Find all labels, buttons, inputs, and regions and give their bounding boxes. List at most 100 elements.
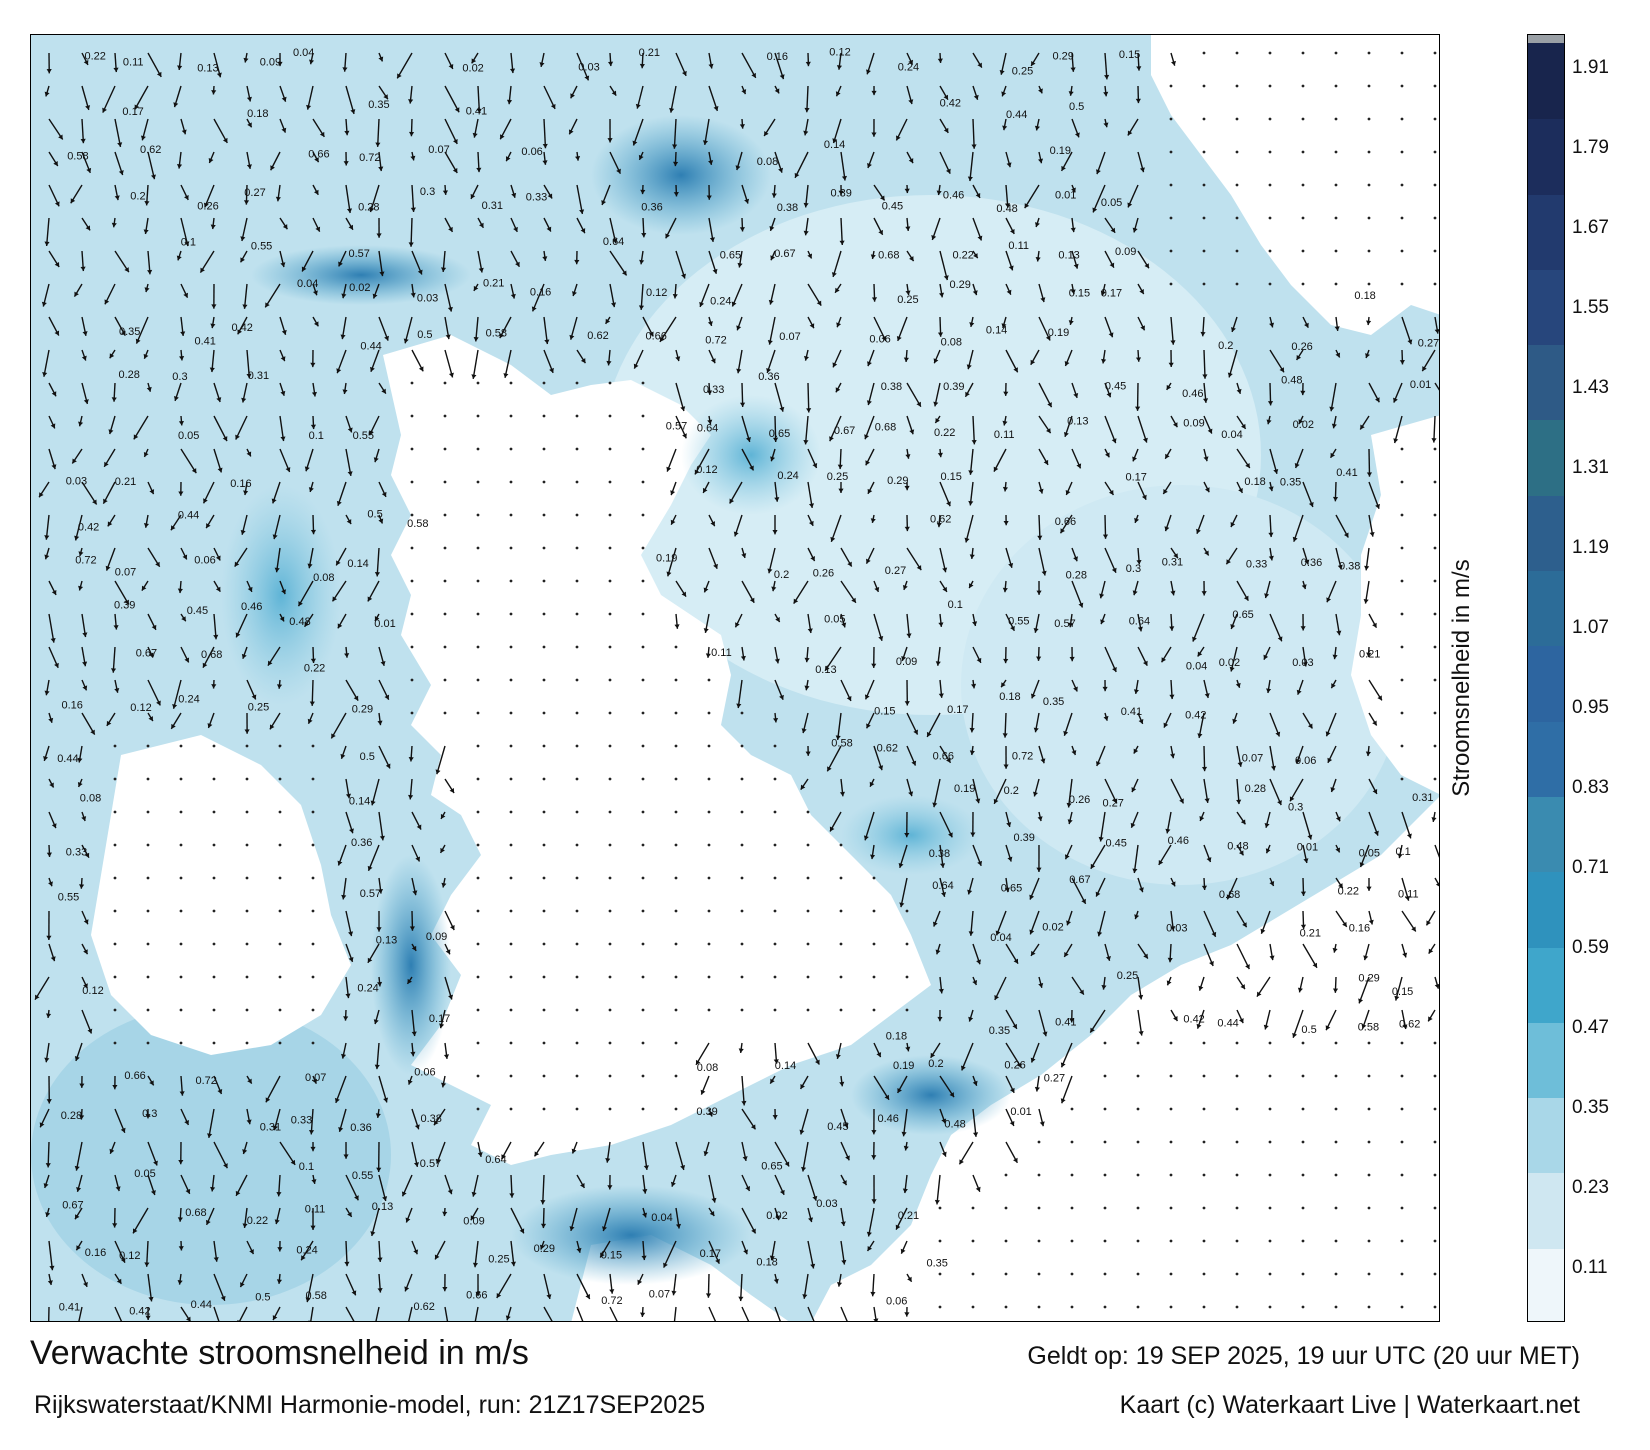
speed-value-label: 0.03 (66, 475, 87, 487)
land-grid-dot (1235, 1041, 1239, 1045)
land-grid-dot (146, 1041, 150, 1045)
current-vector-arrowhead (948, 832, 953, 838)
current-vector-arrowhead (1411, 926, 1416, 932)
current-vector-arrowhead (472, 132, 478, 138)
current-vector-arrowhead (1335, 352, 1341, 358)
current-vector-arrowhead (179, 1091, 185, 1096)
current-vector-arrowhead (105, 565, 111, 571)
current-vector-arrowhead (234, 561, 240, 567)
current-vector-arrowhead (943, 275, 949, 281)
current-vector-arrowhead (1070, 289, 1076, 295)
land-grid-dot (1169, 1107, 1173, 1111)
speed-value-label: 0.41 (195, 336, 216, 348)
speed-value-label: 0.02 (349, 282, 370, 294)
current-vector-arrowhead (1342, 921, 1347, 927)
current-vector-arrowhead (240, 236, 246, 242)
colorbar-band (1528, 1097, 1564, 1174)
current-vector-arrowhead (78, 585, 84, 591)
sea-mid-patch (31, 1005, 391, 1305)
land-grid-dot (311, 843, 315, 847)
speed-value-label: 0.29 (887, 475, 908, 487)
land-grid-dot (1433, 1206, 1437, 1210)
current-vector-arrow (1104, 415, 1117, 444)
land-grid-dot (1334, 1140, 1338, 1144)
current-vector-arrowhead (1332, 654, 1338, 660)
speed-value-label: 0.46 (878, 1113, 899, 1125)
current-vector-arrowhead (709, 1211, 715, 1217)
land-grid-dot (1400, 744, 1404, 748)
current-vector-arrowhead (1332, 496, 1339, 502)
current-vector-arrowhead (43, 755, 49, 761)
speed-value-label: 0.25 (1117, 970, 1138, 982)
land-grid-dot (509, 414, 513, 418)
current-vector-arrowhead (401, 1191, 407, 1197)
current-vector-arrowhead (411, 1031, 417, 1037)
current-vector-arrowhead (835, 91, 841, 97)
current-speed-map[interactable]: 0.22 0.11 0.13 0.09 0.04 0.02 0.03 0.21 0.16 0.12… (30, 34, 1440, 1322)
current-vector-arrowhead (1074, 132, 1080, 138)
land-grid-dot (1004, 1206, 1008, 1210)
current-vector-arrow (576, 1306, 584, 1321)
current-vector-arrowhead (111, 222, 117, 228)
land-grid-dot (146, 744, 150, 748)
current-vector-arrowhead (703, 628, 709, 633)
current-vector-arrowhead (242, 1223, 248, 1228)
colorbar-band (1528, 268, 1564, 346)
current-vector-arrowhead (682, 433, 687, 439)
current-vector-arrow (1038, 547, 1046, 576)
land-grid-dot (1202, 1239, 1206, 1243)
current-vector-arrowhead (54, 201, 60, 207)
land-grid-dot (1202, 1107, 1206, 1111)
current-vector-arrowhead (1240, 819, 1246, 825)
current-vector-arrowhead (1060, 1098, 1066, 1104)
current-vector-arrowhead (109, 1148, 115, 1154)
speed-value-label: 0.41 (1055, 1017, 1076, 1029)
speed-value-label: 0.48 (1227, 840, 1248, 852)
current-vector-arrow (411, 184, 415, 212)
current-vector-arrow (961, 1042, 974, 1071)
current-vector-arrow (972, 1108, 977, 1137)
current-vector-arrowhead (308, 1129, 315, 1135)
speed-value-label: 0.35 (368, 99, 389, 111)
current-vector-arrow (1192, 613, 1205, 642)
current-vector-arrow (774, 382, 784, 412)
current-vector-arrowhead (443, 1054, 450, 1059)
speed-value-label: 0.26 (1069, 794, 1090, 806)
current-vector-arrowhead (1277, 636, 1283, 642)
land-grid-dot (311, 975, 315, 979)
current-vector-arrowhead (751, 1228, 756, 1234)
current-vector-arrow (45, 217, 50, 247)
current-vector-arrowhead (1404, 895, 1410, 901)
current-vector-arrowhead (1008, 562, 1014, 568)
current-vector-arrowhead (841, 175, 848, 181)
current-vector-arrowhead (670, 490, 676, 496)
land-grid-dot (707, 942, 711, 946)
land-grid-dot (113, 975, 117, 979)
land-grid-dot (278, 843, 282, 847)
land-grid-dot (608, 546, 612, 550)
current-vector-arrow (213, 1141, 228, 1169)
land-grid-dot (608, 942, 612, 946)
current-vector-arrowhead (779, 74, 785, 80)
current-vector-arrow (969, 448, 974, 475)
land-grid-dot (1235, 1206, 1239, 1210)
current-vector-arrowhead (608, 61, 614, 67)
land-grid-dot (1400, 1272, 1404, 1276)
land-grid-dot (1070, 1206, 1074, 1210)
current-vector-arrowhead (202, 662, 208, 668)
current-vector-arrowhead (1266, 419, 1272, 425)
speed-value-label: 0.68 (875, 422, 896, 434)
current-vector-arrow (311, 679, 314, 706)
current-vector-arrowhead (176, 255, 182, 261)
medium-current-zone (221, 485, 341, 705)
current-vector-arrow (1038, 316, 1051, 341)
current-vector-arrowhead (51, 464, 57, 470)
current-vector-arrowhead (310, 658, 316, 664)
current-vector-arrowhead (340, 753, 346, 759)
land-grid-dot (509, 645, 513, 649)
current-vector-arrowhead (808, 503, 815, 508)
speed-value-label: 0.68 (201, 649, 222, 661)
current-vector-arrowhead (1196, 1023, 1202, 1029)
land-grid-dot (476, 546, 480, 550)
current-vector-arrowhead (1431, 438, 1437, 443)
